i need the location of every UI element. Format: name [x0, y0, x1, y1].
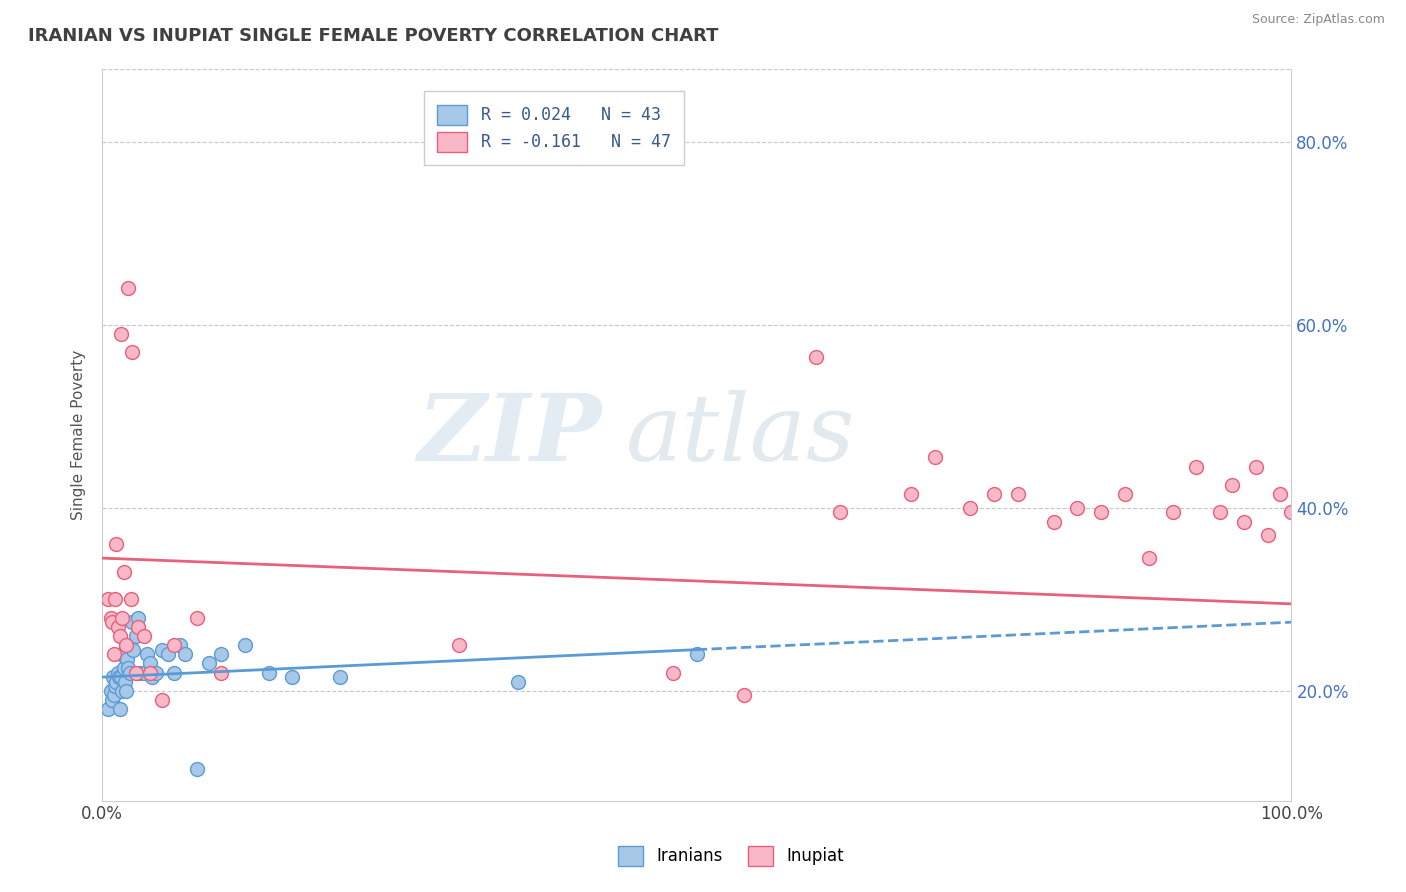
Legend: Iranians, Inupiat: Iranians, Inupiat: [605, 832, 858, 880]
Point: [447, 638, 470, 652]
Point: [1209, 505, 1232, 519]
Point: [132, 665, 155, 680]
Point: [121, 615, 143, 629]
Point: [100, 615, 122, 629]
Point: [162, 665, 184, 680]
Point: [1220, 478, 1243, 492]
Text: IRANIAN VS INUPIAT SINGLE FEMALE POVERTY CORRELATION CHART: IRANIAN VS INUPIAT SINGLE FEMALE POVERTY…: [28, 27, 718, 45]
Legend: R = 0.024   N = 43, R = -0.161   N = 47: R = 0.024 N = 43, R = -0.161 N = 47: [425, 92, 685, 166]
Point: [139, 657, 162, 671]
Point: [186, 610, 208, 624]
Point: [117, 281, 139, 295]
Point: [1244, 459, 1267, 474]
Point: [145, 665, 167, 680]
Point: [132, 629, 155, 643]
Point: [127, 610, 149, 624]
Point: [120, 592, 142, 607]
Point: [686, 647, 709, 661]
Point: [150, 642, 173, 657]
Text: ZIP: ZIP: [418, 390, 602, 480]
Point: [115, 683, 138, 698]
Point: [114, 674, 136, 689]
Point: [1042, 515, 1064, 529]
Point: [141, 670, 163, 684]
Point: [110, 647, 132, 661]
Point: [959, 500, 981, 515]
Point: [900, 487, 922, 501]
Point: [111, 683, 134, 698]
Text: Source: ZipAtlas.com: Source: ZipAtlas.com: [1251, 13, 1385, 27]
Point: [1007, 487, 1029, 501]
Point: [209, 665, 232, 680]
Point: [107, 665, 129, 680]
Point: [100, 610, 122, 624]
Point: [1233, 515, 1256, 529]
Point: [104, 592, 127, 607]
Point: [186, 762, 208, 776]
Point: [828, 505, 851, 519]
Point: [103, 647, 125, 661]
Point: [174, 647, 197, 661]
Point: [115, 638, 138, 652]
Point: [1137, 551, 1160, 566]
Point: [1257, 528, 1279, 542]
Point: [124, 629, 146, 643]
Point: [1268, 487, 1291, 501]
Point: [112, 661, 135, 675]
Point: [110, 670, 132, 684]
Point: [111, 610, 134, 624]
Point: [97, 702, 120, 716]
Point: [101, 670, 124, 684]
Point: [127, 620, 149, 634]
Point: [1281, 505, 1303, 519]
Point: [104, 679, 127, 693]
Point: [1161, 505, 1184, 519]
Point: [122, 642, 145, 657]
Point: [162, 638, 184, 652]
Point: [733, 689, 755, 703]
Point: [1066, 500, 1088, 515]
Point: [983, 487, 1005, 501]
Point: [1090, 505, 1112, 519]
Point: [233, 638, 256, 652]
Point: [121, 345, 143, 359]
Point: [108, 702, 131, 716]
Point: [103, 689, 125, 703]
Point: [1114, 487, 1136, 501]
Point: [209, 647, 232, 661]
Point: [150, 693, 173, 707]
Point: [110, 326, 132, 341]
Point: [156, 647, 179, 661]
Point: [136, 647, 159, 661]
Point: [100, 683, 122, 698]
Point: [169, 638, 191, 652]
Point: [105, 537, 128, 551]
Point: [115, 652, 138, 666]
Point: [117, 661, 139, 675]
Point: [118, 665, 141, 680]
Point: [329, 670, 352, 684]
Point: [281, 670, 304, 684]
Point: [662, 665, 685, 680]
Point: [508, 674, 530, 689]
Point: [124, 665, 146, 680]
Point: [129, 665, 152, 680]
Point: [924, 450, 946, 465]
Point: [97, 592, 120, 607]
Text: atlas: atlas: [626, 390, 855, 480]
Point: [257, 665, 280, 680]
Point: [1185, 459, 1208, 474]
Point: [105, 674, 128, 689]
Point: [100, 693, 122, 707]
Point: [107, 620, 129, 634]
Point: [108, 670, 131, 684]
Point: [804, 350, 827, 364]
Point: [139, 665, 162, 680]
Y-axis label: Single Female Poverty: Single Female Poverty: [72, 350, 86, 520]
Point: [198, 657, 221, 671]
Point: [112, 565, 135, 579]
Point: [108, 629, 131, 643]
